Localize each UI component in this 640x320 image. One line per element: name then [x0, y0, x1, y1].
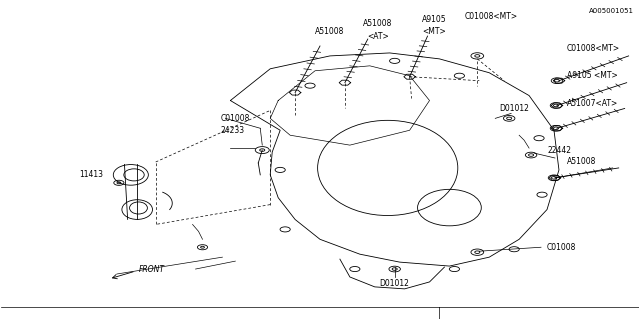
Text: 24233: 24233: [220, 126, 244, 135]
Text: A9105: A9105: [422, 15, 447, 24]
Text: A51008: A51008: [363, 19, 392, 28]
Text: C01008<MT>: C01008<MT>: [567, 44, 620, 53]
Text: A51007<AT>: A51007<AT>: [567, 99, 618, 108]
Text: FRONT: FRONT: [139, 265, 164, 274]
Text: D01012: D01012: [499, 104, 529, 113]
Text: D01012: D01012: [380, 279, 410, 288]
Text: A51008: A51008: [316, 27, 345, 36]
Text: <AT>: <AT>: [367, 32, 388, 41]
Text: A005001051: A005001051: [589, 8, 634, 14]
Text: 11413: 11413: [79, 170, 103, 180]
Text: C01008<MT>: C01008<MT>: [465, 12, 518, 21]
Text: C01008: C01008: [220, 114, 250, 123]
Text: <MT>: <MT>: [422, 27, 446, 36]
Text: A9105 <MT>: A9105 <MT>: [567, 71, 618, 80]
Text: A51008: A51008: [567, 157, 596, 166]
Text: C01008: C01008: [547, 243, 577, 252]
Text: 22442: 22442: [547, 146, 571, 155]
